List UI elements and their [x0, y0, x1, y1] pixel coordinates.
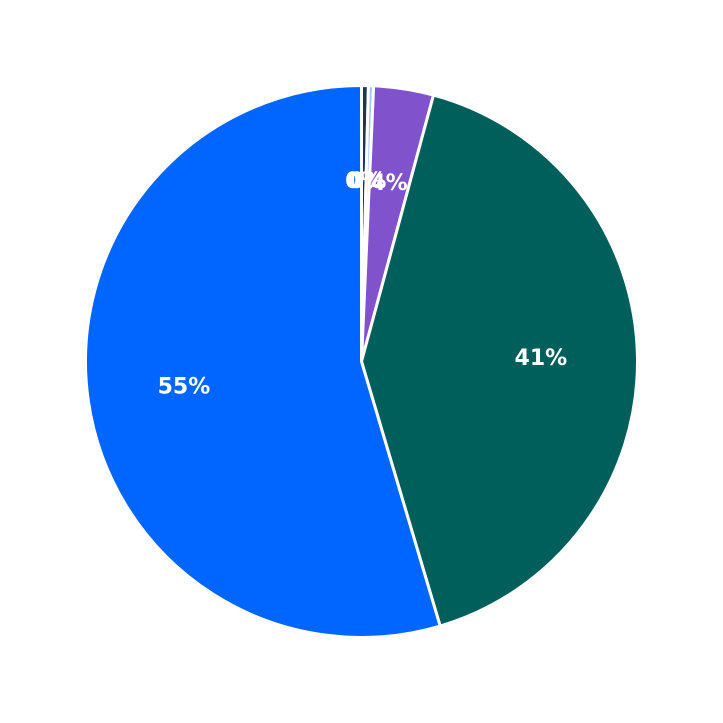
pie-labels: 0%0%4% 41% 55%	[158, 169, 568, 399]
slice-label-0: 0%	[345, 169, 382, 194]
slice-label-3: 41%	[515, 346, 568, 371]
slice-label-1: 0%	[349, 169, 386, 194]
pie-slices	[84, 84, 639, 639]
pie-slice-4	[84, 84, 442, 639]
slice-label-2: 4%	[370, 171, 407, 196]
pie-slice-3	[360, 93, 639, 628]
slice-label-4: 55%	[158, 374, 211, 399]
